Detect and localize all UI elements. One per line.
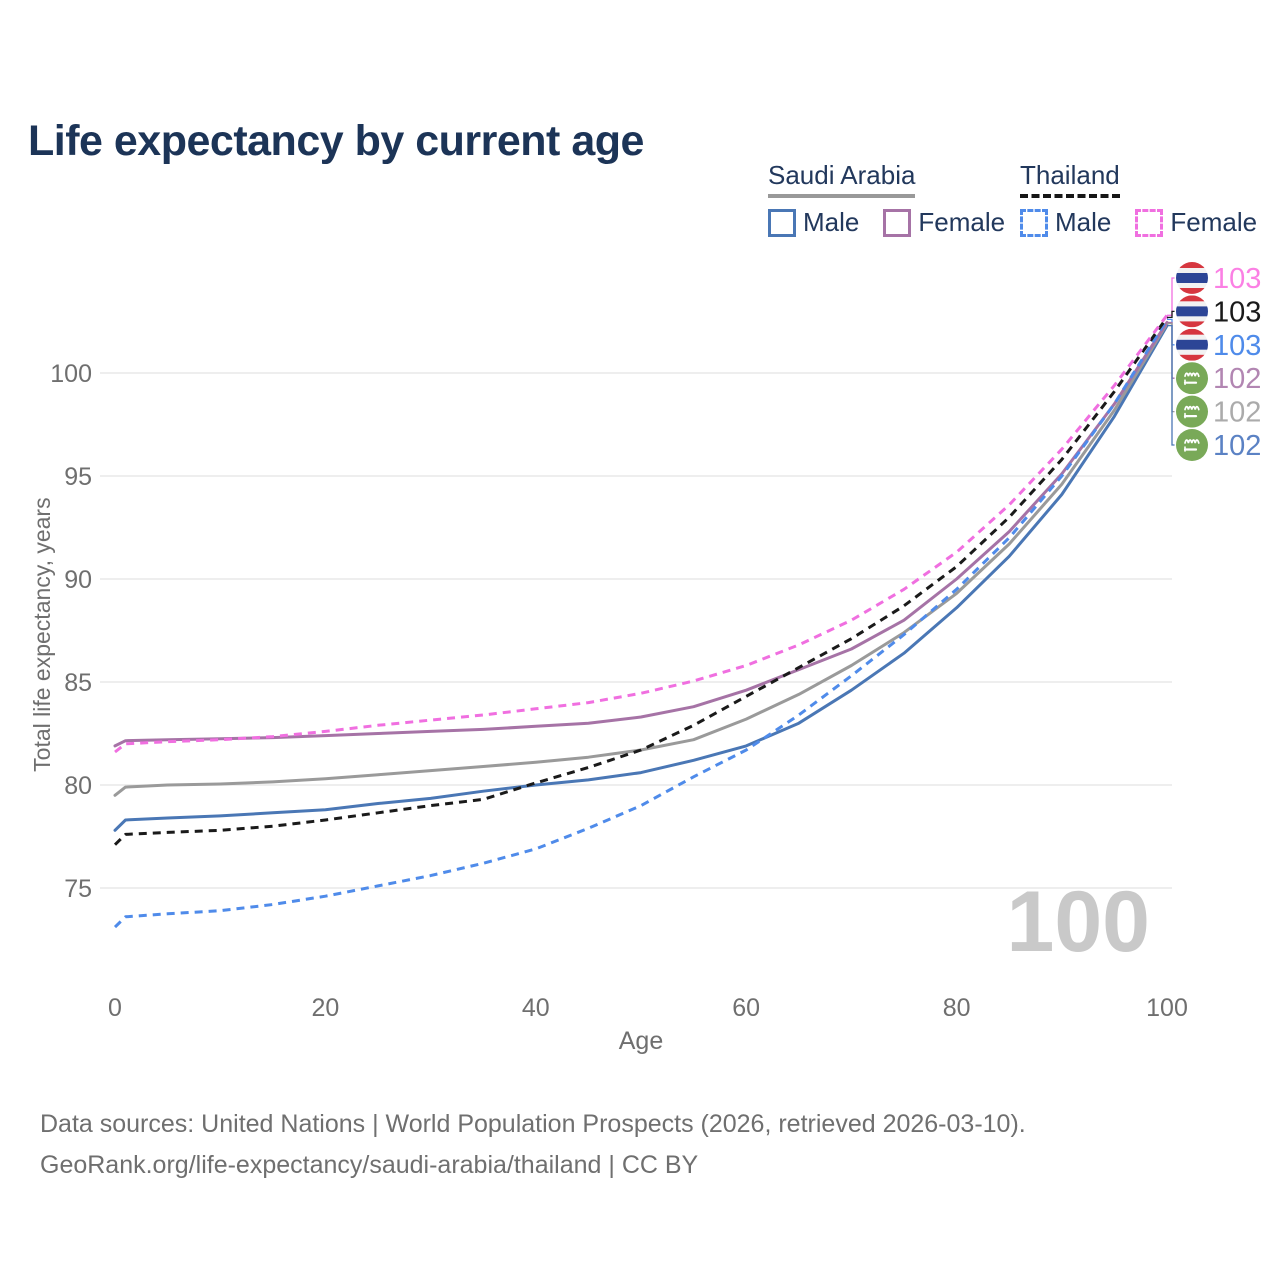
series-line-thailand-female[interactable] — [114, 314, 1169, 754]
x-tick-label-40: 40 — [522, 994, 550, 1022]
x-tick-label-80: 80 — [943, 994, 971, 1022]
legend-country-thailand[interactable]: Thailand — [1020, 160, 1120, 198]
end-value-label-saudi-arabia-female[interactable]: 102 — [1213, 363, 1261, 395]
end-label-connector — [1167, 324, 1176, 446]
data-source-footer: Data sources: United Nations | World Pop… — [40, 1104, 1026, 1186]
saudi-arabia-flag-icon — [1174, 360, 1210, 396]
thailand-female-line-swatch — [1135, 208, 1164, 237]
legend-item-saudi-female[interactable]: Female — [883, 207, 1005, 238]
y-tick-label-100: 100 — [50, 360, 92, 388]
end-value-label-thailand[interactable]: 103 — [1213, 296, 1261, 328]
footer-attribution-line[interactable]: GeoRank.org/life-expectancy/saudi-arabia… — [40, 1151, 699, 1179]
legend-item-label: Female — [1170, 207, 1258, 237]
x-tick-label-100: 100 — [1146, 994, 1188, 1022]
end-value-label-thailand-female[interactable]: 103 — [1213, 263, 1261, 295]
footer-sources-line: Data sources: United Nations | World Pop… — [40, 1110, 1026, 1138]
x-axis-title: Age — [619, 1027, 663, 1055]
chart-legend: Saudi Arabia Male Female Thailand Male F… — [0, 160, 1280, 250]
saudi-male-line-swatch — [768, 208, 796, 237]
saudi-arabia-flag-icon — [1174, 394, 1210, 430]
y-axis-title: Total life expectancy, years — [29, 497, 55, 771]
legend-item-label: Male — [803, 207, 860, 237]
end-value-label-saudi-arabia[interactable]: 102 — [1213, 397, 1261, 429]
thailand-flag-icon — [1174, 293, 1210, 329]
y-tick-label-75: 75 — [64, 875, 92, 903]
y-tick-label-80: 80 — [64, 772, 92, 800]
x-tick-label-0: 0 — [108, 994, 122, 1022]
y-tick-label-85: 85 — [64, 669, 92, 697]
series-line-thailand-male[interactable] — [113, 318, 1169, 929]
x-tick-label-60: 60 — [732, 994, 760, 1022]
legend-group-thailand: Thailand Male Female — [1020, 160, 1257, 238]
legend-item-label: Female — [918, 207, 1006, 237]
series-line-saudi-arabia[interactable] — [113, 322, 1169, 797]
legend-item-saudi-male[interactable]: Male — [768, 207, 859, 238]
y-tick-label-90: 90 — [64, 566, 92, 594]
saudi-female-line-swatch — [883, 208, 912, 237]
series-line-saudi-arabia-female[interactable] — [113, 321, 1169, 748]
series-line-thailand[interactable] — [113, 316, 1169, 846]
thailand-flag-icon — [1174, 327, 1210, 363]
end-label-connector — [1167, 310, 1176, 319]
legend-group-saudi-arabia: Saudi Arabia Male Female — [768, 160, 1005, 238]
legend-item-label: Male — [1055, 207, 1112, 237]
y-tick-label-95: 95 — [64, 463, 92, 491]
thailand-male-line-swatch — [1020, 208, 1048, 237]
legend-item-thailand-female[interactable]: Female — [1135, 207, 1257, 238]
age-cursor-watermark: 100 — [1007, 874, 1151, 970]
end-value-label-thailand-male[interactable]: 103 — [1213, 330, 1261, 362]
series-line-saudi-arabia-male[interactable] — [113, 324, 1169, 832]
legend-item-thailand-male[interactable]: Male — [1020, 207, 1111, 238]
legend-country-saudi-arabia[interactable]: Saudi Arabia — [768, 160, 916, 198]
x-tick-label-20: 20 — [311, 994, 339, 1022]
end-label-connector — [1167, 277, 1176, 316]
end-value-label-saudi-arabia-male[interactable]: 102 — [1213, 430, 1261, 462]
thailand-flag-icon — [1174, 260, 1210, 296]
saudi-arabia-flag-icon — [1174, 427, 1210, 463]
page-title: Life expectancy by current age — [28, 116, 644, 165]
